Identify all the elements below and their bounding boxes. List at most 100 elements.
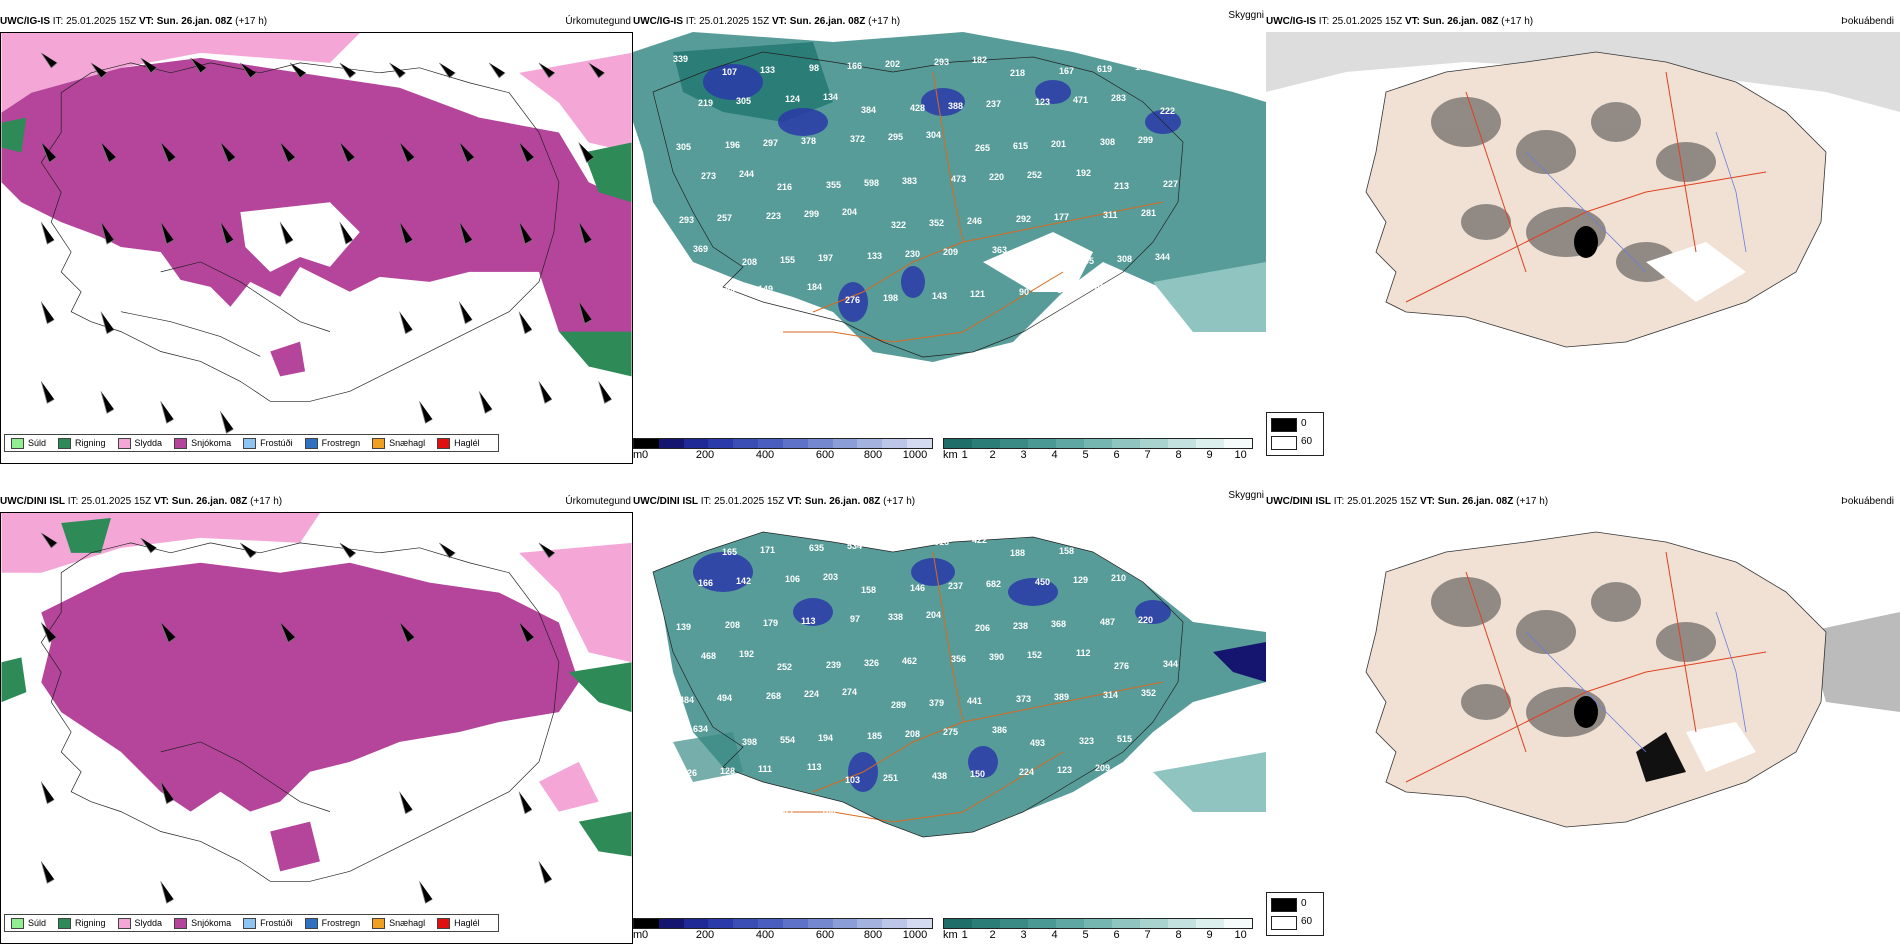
cloud-base-label: 194 (720, 286, 735, 296)
cloud-base-label: 352 (1141, 688, 1156, 698)
fog-index-map (1266, 32, 1900, 348)
cloud-base-label: 379 (929, 698, 944, 708)
colorbar-cell (832, 919, 858, 928)
legend-item: Súld (11, 917, 46, 929)
cloud-base-label: 103 (845, 775, 860, 785)
cloud-base-label: 344 (1163, 659, 1178, 669)
panel-title: UWC/DINI ISL IT: 25.01.2025 15Z VT: Sun.… (633, 490, 1264, 507)
colorbar-cell (1224, 439, 1252, 448)
panel-title: UWC/IG-IS IT: 25.01.2025 15Z VT: Sun. 26… (1266, 14, 1900, 30)
colorbar-cell (708, 919, 734, 928)
cloud-base-label: 87 (1057, 285, 1067, 295)
cloud-base-label: 304 (926, 130, 941, 140)
cloud-base-label: 182 (972, 55, 987, 65)
colorbar-cell (733, 919, 759, 928)
colorbar-cell (708, 439, 734, 448)
cloud-base-label: 339 (673, 54, 688, 64)
cloud-base-label: 230 (905, 249, 920, 259)
cloud-base-label: 179 (763, 618, 778, 628)
cloud-base-label: 386 (992, 725, 1007, 735)
cloud-base-label: 133 (760, 65, 775, 75)
swatch-sleet (117, 437, 131, 449)
cloud-base-label: 619 (1097, 64, 1112, 74)
cloud-base-label: 252 (777, 662, 792, 672)
cloud-base-label: 130 (1135, 62, 1150, 72)
cloud-base-label: 293 (934, 57, 949, 67)
panel-variable-label: Þokuábendi (1841, 16, 1894, 27)
cloud-base-label: 487 (1100, 617, 1115, 627)
cloud-base-label: 554 (780, 735, 795, 745)
cloud-base-label: 422 (972, 535, 987, 545)
colorbar-cell (782, 439, 808, 448)
colorbar-cell (1028, 919, 1056, 928)
cloud-base-label: 372 (850, 134, 865, 144)
cloud-base-label: 293 (679, 215, 694, 225)
colorbar-cell (634, 919, 659, 928)
cloud-base-label: 166 (698, 578, 713, 588)
fog-index-panel-top: UWC/IG-IS IT: 25.01.2025 15Z VT: Sun. 26… (1266, 14, 1900, 464)
cloud-base-label: 133 (867, 251, 882, 261)
cloud-base-label: 471 (1073, 95, 1088, 105)
cloud-base-label: 139 (676, 622, 691, 632)
visibility-colorbar: km 1 2 3 4 5 6 7 8 9 10 (943, 918, 1253, 948)
cloud-base-label: 874 (734, 810, 749, 820)
cloud-base-label: 92 (783, 808, 793, 818)
cloud-base-label: 951 (885, 539, 900, 549)
colorbar-cell (882, 439, 908, 448)
cloud-base-label: 311 (1103, 210, 1118, 220)
cloud-base-label: 224 (804, 689, 819, 699)
cloud-base-label: 305 (676, 142, 691, 152)
cloud-base-label: 239 (826, 660, 841, 670)
precip-type-map (0, 32, 633, 464)
cloud-base-label: 113 (807, 762, 822, 772)
cloud-base-label: 390 (989, 652, 1004, 662)
cloud-base-label: 251 (883, 773, 898, 783)
cloud-base-label: 184 (1160, 586, 1175, 596)
cloud-base-label: 185 (867, 731, 882, 741)
cloud-base-label: 224 (1019, 767, 1034, 777)
swatch-hail (437, 437, 451, 449)
cloud-base-label: 598 (864, 178, 879, 188)
cloud-base-label: 192 (739, 649, 754, 659)
cloud-base-label: 113 (673, 534, 688, 544)
cloud-base-label: 378 (801, 136, 816, 146)
cloud-base-label: 149 (758, 284, 773, 294)
legend-item: Snjókoma (174, 437, 231, 449)
cloud-base-label: 98 (809, 63, 819, 73)
cloud-base-label: 198 (883, 293, 898, 303)
legend-item: Slydda (117, 437, 162, 449)
cloud-base-label: 100 (821, 806, 836, 816)
cloud-base-label: 202 (885, 59, 900, 69)
cloud-base-label: 265 (975, 143, 990, 153)
cloud-base-label: 196 (725, 140, 740, 150)
panel-title: UWC/IG-IS IT: 25.01.2025 15Z VT: Sun. 26… (0, 14, 633, 30)
cloud-base-label: 208 (905, 729, 920, 739)
cloud-base-label: 218 (1010, 68, 1025, 78)
visibility-colorbar: km 1 2 3 4 5 6 7 8 9 10 (943, 438, 1253, 468)
cloud-base-label: 388 (948, 101, 963, 111)
legend-item: Súld (11, 437, 46, 449)
cloud-base-label: 188 (1010, 548, 1025, 558)
cloud-base-label: 129 (1073, 575, 1088, 585)
cloud-base-label: 201 (1051, 139, 1066, 149)
cloud-base-label: 177 (1054, 212, 1069, 222)
colorbar-cell (1112, 439, 1140, 448)
cloud-base-label: 97 (850, 614, 860, 624)
cloud-base-label: 124 (785, 94, 800, 104)
colorbar-cell (683, 439, 709, 448)
precip-type-panel-bottom: UWC/DINI ISL IT: 25.01.2025 15Z VT: Sun.… (0, 494, 633, 944)
cloud-base-label: 269 (1097, 544, 1112, 554)
colorbar-cell (1168, 439, 1196, 448)
cloud-base-label: 268 (766, 691, 781, 701)
cloud-base-label: 257 (717, 213, 732, 223)
colorbar-cell (1056, 919, 1084, 928)
colorbar-cell (1056, 439, 1084, 448)
cloud-base-label: 281 (1141, 208, 1156, 218)
cloud-base-label: 106 (785, 574, 800, 584)
cloud-base-label: 197 (818, 253, 833, 263)
swatch-freezing-rain (304, 917, 318, 929)
cloud-base-label: 515 (1117, 734, 1132, 744)
colorbar-cell (1084, 919, 1112, 928)
cloud-base-label: 166 (847, 61, 862, 71)
colorbar-cell (1140, 439, 1168, 448)
